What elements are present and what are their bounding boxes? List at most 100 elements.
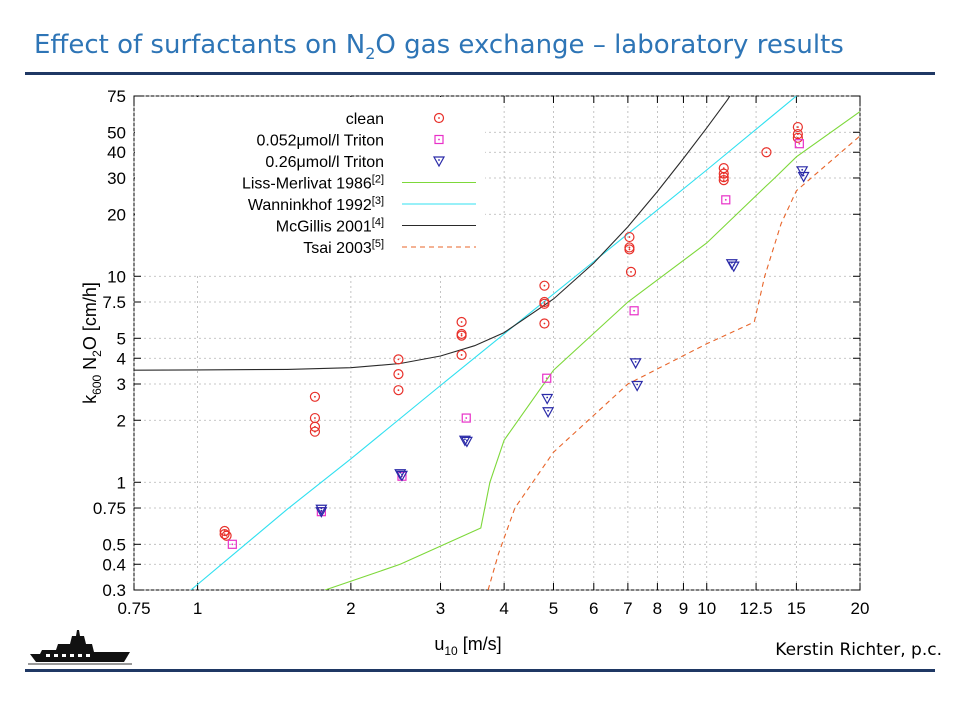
data-point [219, 529, 230, 540]
x-tick-label: 0.75 [117, 599, 150, 618]
x-tick-label: 10 [697, 599, 716, 618]
data-point [624, 244, 635, 255]
legend-label: Liss-Merlivat 1986[2] [242, 174, 384, 193]
x-tick-label: 4 [499, 599, 508, 618]
data-point [794, 139, 804, 149]
y-axis-label: k600 N2O [cm/h] [80, 282, 104, 404]
data-point [631, 380, 644, 392]
data-point [221, 530, 232, 541]
data-point [309, 426, 321, 437]
data-point [460, 436, 473, 448]
data-point [456, 349, 467, 361]
research-ship-icon [28, 628, 132, 673]
series-line [487, 135, 860, 590]
data-point [542, 373, 552, 383]
x-tick-label: 8 [653, 599, 662, 618]
y-tick-label: 30 [107, 169, 126, 188]
data-point [227, 539, 237, 549]
header-rule [25, 72, 935, 75]
data-point [629, 306, 639, 316]
series-line [324, 111, 860, 590]
title-subscript: 2 [365, 44, 376, 64]
data-point [539, 280, 550, 291]
footer-rule [25, 669, 935, 672]
legend-swatch [433, 112, 445, 124]
y-tick-label: 1 [117, 473, 126, 492]
legend-label: McGillis 2001[4] [276, 217, 384, 236]
y-tick-label: 20 [107, 205, 126, 224]
y-tick-label: 40 [107, 143, 126, 162]
y-tick-label: 3 [117, 375, 126, 394]
data-point [718, 171, 729, 183]
data-point [456, 316, 467, 328]
legend-swatch [434, 134, 444, 145]
y-tick-label: 75 [107, 87, 126, 106]
data-point [624, 242, 635, 253]
y-tick-label: 0.3 [102, 581, 126, 600]
data-point [624, 231, 635, 243]
data-point [539, 298, 550, 309]
x-tick-label: 6 [589, 599, 598, 618]
data-point [721, 195, 731, 205]
x-tick-label: 5 [549, 599, 558, 618]
data-point [456, 330, 467, 341]
legend-swatch [432, 156, 446, 168]
legend-label: Tsai 2003[5] [303, 238, 384, 257]
data-point [727, 261, 740, 273]
y-tick-label: 0.4 [102, 555, 126, 574]
y-tick-label: 50 [107, 123, 126, 142]
data-point [395, 470, 408, 482]
y-tick-label: 4 [117, 349, 126, 368]
data-point [315, 507, 328, 518]
data-point [541, 393, 554, 405]
x-axis-label: u10 [m/s] [434, 634, 501, 658]
data-point [761, 147, 772, 158]
legend: clean 0.052μmol/l Triton 0.26μmol/l Triton… [135, 97, 485, 275]
y-tick-label: 2 [117, 411, 126, 430]
y-tick-label: 7.5 [102, 293, 126, 312]
data-point [309, 391, 321, 402]
x-tick-label: 12.5 [740, 599, 773, 618]
data-point [539, 318, 550, 329]
credit-text: Kerstin Richter, p.c. [775, 640, 942, 660]
data-point [629, 358, 642, 370]
x-tick-label: 1 [193, 599, 202, 618]
legend-label: Wanninkhof 1992[3] [248, 195, 384, 214]
y-tick-label: 10 [107, 267, 126, 286]
legend-label: 0.26μmol/l Triton [265, 154, 384, 171]
gridlines [133, 95, 861, 591]
x-tick-label: 7 [623, 599, 632, 618]
title-suffix: O gas exchange – laboratory results [375, 30, 844, 60]
chart: 0.75 1 2 3 4 5 6 7 8 9 10 12.5 15 200.30.40.50.751234… [80, 87, 870, 658]
data-point [797, 171, 810, 183]
series-line [190, 96, 797, 590]
data-point [625, 266, 637, 278]
y-tick-label: 0.75 [93, 499, 126, 518]
legend-label: 0.052μmol/l Triton [257, 133, 385, 150]
data-point [792, 121, 803, 133]
x-tick-label: 20 [851, 599, 870, 618]
legend-box [135, 97, 485, 275]
x-tick-label: 9 [679, 599, 688, 618]
data-point [461, 413, 471, 423]
data-point [309, 412, 321, 424]
series-lines [134, 96, 860, 590]
axis-ticks: 0.75 1 2 3 4 5 6 7 8 9 10 12.5 15 200.30.40.50.751234… [93, 87, 870, 618]
data-point [393, 369, 404, 380]
x-tick-label: 3 [436, 599, 445, 618]
y-tick-label: 5 [117, 329, 126, 348]
data-point [393, 385, 404, 396]
data-point [542, 407, 555, 418]
x-tick-label: 15 [787, 599, 806, 618]
data-point [393, 354, 404, 365]
data-point [792, 132, 803, 143]
data-point [796, 166, 809, 178]
series-line [134, 96, 731, 371]
y-tick-label: 0.5 [102, 535, 126, 554]
data-point [718, 174, 729, 186]
series-points [219, 121, 810, 549]
title-prefix: Effect of surfactants on N [34, 30, 366, 60]
x-tick-label: 2 [346, 599, 355, 618]
legend-label: clean [346, 111, 384, 128]
slide-title: Effect of surfactants on N2O gas exchang… [34, 30, 844, 63]
